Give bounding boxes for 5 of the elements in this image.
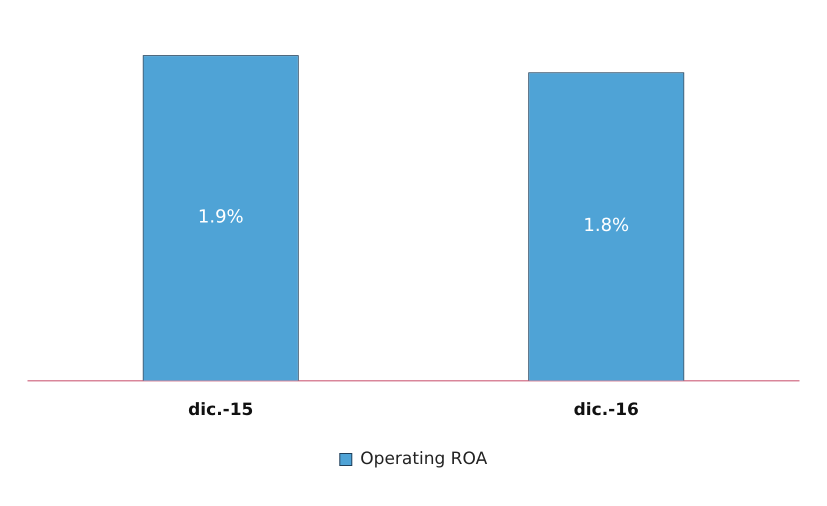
x-tick-label: dic.-15 xyxy=(188,400,254,420)
legend-label: Operating ROA xyxy=(360,448,488,469)
data-label: 1.9% xyxy=(198,206,244,228)
data-label: 1.8% xyxy=(583,215,630,236)
x-tick-label: dic.-16 xyxy=(574,400,639,420)
